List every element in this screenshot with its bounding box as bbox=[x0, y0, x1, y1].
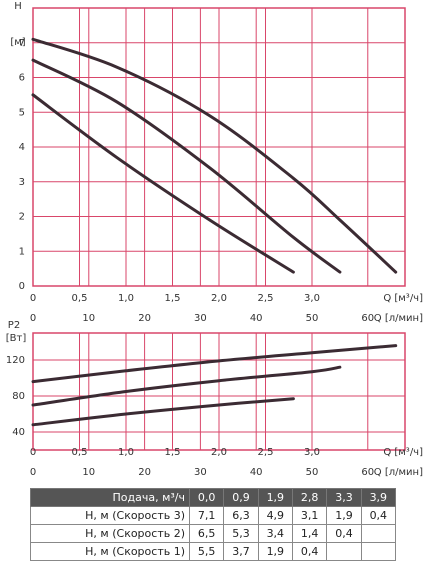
y-tick-label: 5 bbox=[19, 107, 25, 118]
curve bbox=[31, 344, 398, 384]
table-cell: 0,9 bbox=[223, 488, 259, 507]
table-cell: 6,5 bbox=[188, 524, 225, 543]
y-tick-label: 1 bbox=[19, 246, 25, 257]
x2-axis-label: Q [л/мин] bbox=[374, 467, 423, 478]
data-table: Подача, м³/ч 0,0 0,9 1,9 2,8 3,3 3,9 Н, м (Скор… bbox=[30, 488, 397, 561]
table-cell: 1,9 bbox=[257, 542, 293, 561]
table-cell: 1,9 bbox=[257, 488, 293, 507]
x2-tick-label: 20 bbox=[138, 313, 151, 324]
y-tick-label: 80 bbox=[12, 391, 25, 402]
x2-tick-label: 40 bbox=[250, 467, 263, 478]
x-tick-label: 0 bbox=[30, 447, 36, 458]
x-tick-label: 1,0 bbox=[118, 447, 134, 458]
table-cell: Н, м (Скорость 2) bbox=[30, 524, 190, 543]
y-axis-label: P2 bbox=[8, 320, 20, 331]
x-tick-label: 0,5 bbox=[72, 447, 88, 458]
table-row: Н, м (Скорость 2) 6,5 5,3 3,4 1,4 0,4 bbox=[30, 524, 397, 543]
charts: 0 1 2 3 4 5 6 7 0 0,5 1,0 1,5 2,0 2,5 3,0 0 10 20 30 40 50 60… bbox=[6, 1, 423, 478]
x2-tick-label: 60 bbox=[361, 467, 374, 478]
table-cell: 0,4 bbox=[360, 506, 397, 525]
table-cell: 3,3 bbox=[326, 488, 362, 507]
x-tick-label: 2,0 bbox=[211, 447, 227, 458]
table-cell: 0,4 bbox=[326, 524, 362, 543]
table-cell: 1,9 bbox=[326, 506, 362, 525]
x-tick-label: 2,5 bbox=[258, 293, 274, 304]
table-cell: 5,5 bbox=[188, 542, 225, 561]
curve bbox=[31, 93, 295, 274]
x2-tick-label: 0 bbox=[30, 313, 36, 324]
table-cell: Н, м (Скорость 3) bbox=[30, 506, 190, 525]
table-cell: 3,9 bbox=[360, 488, 397, 507]
table-cell bbox=[360, 542, 397, 561]
x-tick-label: 1,0 bbox=[118, 293, 134, 304]
x2-tick-label: 10 bbox=[82, 313, 95, 324]
table-cell: Подача, м³/ч bbox=[30, 488, 190, 507]
y-tick-label: 7 bbox=[19, 38, 25, 49]
table-cell: 3,7 bbox=[223, 542, 259, 561]
table-cell: 7,1 bbox=[188, 506, 225, 525]
x2-axis-label: Q [л/мин] bbox=[374, 313, 423, 324]
x-tick-label: 1,5 bbox=[165, 447, 181, 458]
x2-tick-label: 20 bbox=[138, 467, 151, 478]
x-tick-label: 0,5 bbox=[72, 293, 88, 304]
x2-tick-label: 0 bbox=[30, 467, 36, 478]
table-row: Н, м (Скорость 3) 7,1 6,3 4,9 3,1 1,9 0,4 bbox=[30, 506, 397, 525]
table-cell bbox=[360, 524, 397, 543]
y-tick-label: 0 bbox=[19, 281, 25, 292]
curve bbox=[31, 58, 342, 274]
x2-tick-label: 50 bbox=[306, 313, 319, 324]
x2-tick-label: 10 bbox=[82, 467, 95, 478]
x-tick-label: 0 bbox=[30, 293, 36, 304]
y-axis-unit: [м] bbox=[10, 37, 25, 48]
y-tick-label: 2 bbox=[19, 212, 25, 223]
table-cell: 5,3 bbox=[223, 524, 259, 543]
y-tick-label: 120 bbox=[6, 355, 25, 366]
x-axis-label: Q [м³/ч] bbox=[383, 447, 423, 458]
x-tick-label: 2,5 bbox=[258, 447, 274, 458]
y-tick-label: 4 bbox=[19, 142, 25, 153]
curve bbox=[31, 397, 295, 427]
x-axis-label: Q [м³/ч] bbox=[383, 293, 423, 304]
table-row: Н, м (Скорость 1) 5,5 3,7 1,9 0,4 bbox=[30, 542, 397, 561]
x-tick-label: 1,5 bbox=[165, 293, 181, 304]
table-cell: 6,3 bbox=[223, 506, 259, 525]
x2-tick-label: 40 bbox=[250, 313, 263, 324]
x-tick-label: 3,0 bbox=[304, 447, 320, 458]
y-tick-label: 3 bbox=[19, 177, 25, 188]
table-cell: 3,1 bbox=[291, 506, 328, 525]
x2-tick-label: 30 bbox=[194, 313, 207, 324]
y-tick-label: 40 bbox=[12, 427, 25, 438]
curve bbox=[31, 37, 398, 274]
x2-tick-label: 30 bbox=[194, 467, 207, 478]
curve bbox=[31, 365, 342, 407]
x-tick-label: 3,0 bbox=[304, 293, 320, 304]
table-cell: 2,8 bbox=[291, 488, 328, 507]
table-cell: Н, м (Скорость 1) bbox=[30, 542, 190, 561]
table-cell: 1,4 bbox=[291, 524, 328, 543]
x-tick-label: 2,0 bbox=[211, 293, 227, 304]
y-axis-unit: [Вт] bbox=[6, 333, 27, 344]
x2-tick-label: 60 bbox=[361, 313, 374, 324]
x2-tick-label: 50 bbox=[306, 467, 319, 478]
table-row: Подача, м³/ч 0,0 0,9 1,9 2,8 3,3 3,9 bbox=[30, 488, 397, 507]
table-cell: 3,4 bbox=[257, 524, 293, 543]
y-tick-label: 6 bbox=[19, 73, 25, 84]
table-cell: 0,0 bbox=[188, 488, 225, 507]
table-cell: 4,9 bbox=[257, 506, 293, 525]
table-cell: 0,4 bbox=[291, 542, 328, 561]
table-cell bbox=[326, 542, 362, 561]
y-axis-label: H bbox=[14, 1, 22, 12]
